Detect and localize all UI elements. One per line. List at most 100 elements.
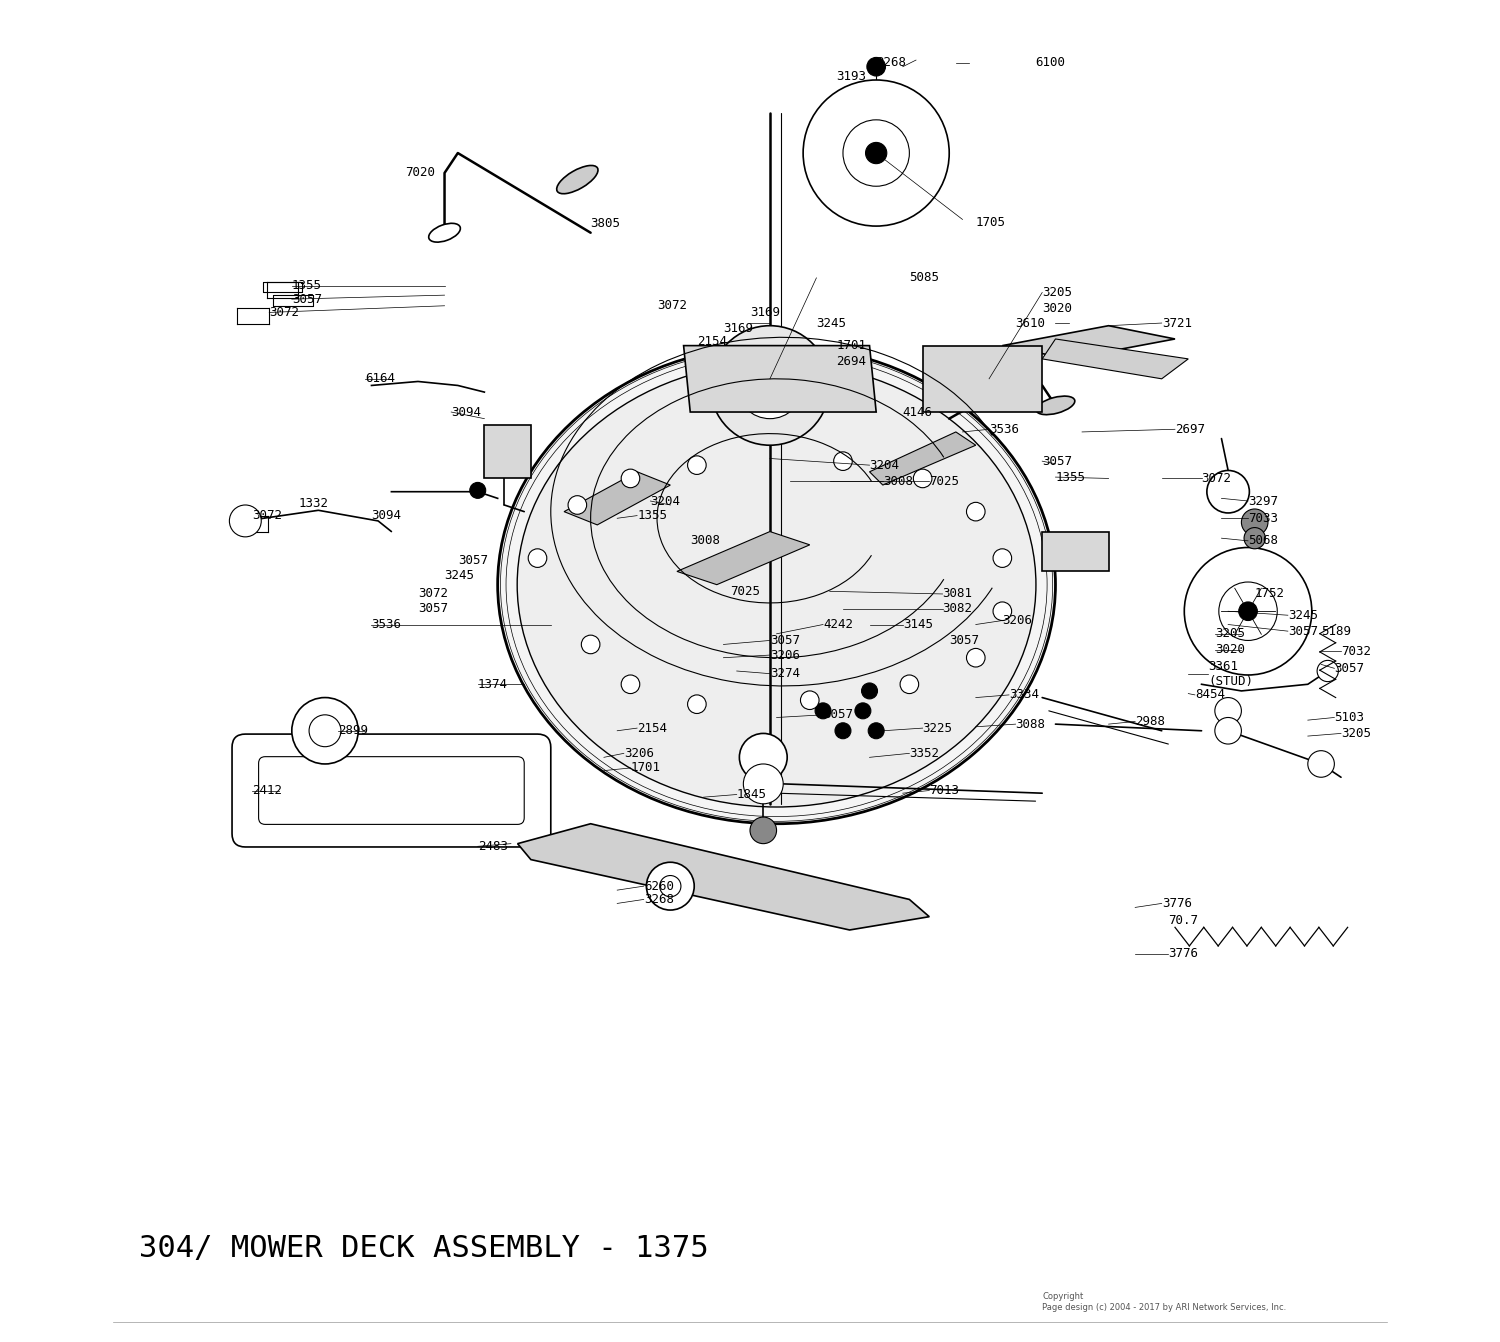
Text: 6164: 6164 [364, 372, 394, 385]
Circle shape [1308, 750, 1335, 777]
Text: 1355: 1355 [638, 509, 668, 522]
Text: 3245: 3245 [444, 569, 474, 582]
Text: 3205: 3205 [1215, 627, 1245, 640]
Text: 3082: 3082 [942, 603, 972, 615]
Text: 3057: 3057 [419, 603, 448, 615]
Text: 3206: 3206 [624, 747, 654, 760]
Text: 1355: 1355 [1056, 471, 1086, 483]
Text: 1355: 1355 [292, 279, 322, 293]
Text: 3057: 3057 [950, 633, 980, 647]
Text: 5103: 5103 [1335, 711, 1365, 723]
Circle shape [750, 817, 777, 844]
Text: 3206: 3206 [770, 648, 800, 662]
Text: 5068: 5068 [1248, 534, 1278, 548]
Circle shape [1239, 603, 1257, 620]
Polygon shape [484, 425, 531, 479]
Circle shape [687, 456, 706, 475]
Text: 7013: 7013 [930, 784, 960, 797]
Text: 3536: 3536 [372, 619, 402, 631]
Circle shape [736, 352, 802, 419]
Text: 3205: 3205 [1341, 727, 1371, 739]
Text: 1701: 1701 [630, 761, 660, 774]
Text: 1701: 1701 [837, 340, 867, 352]
Circle shape [900, 675, 918, 694]
Ellipse shape [1036, 396, 1076, 415]
Text: Copyright
Page design (c) 2004 - 2017 by ARI Network Services, Inc.: Copyright Page design (c) 2004 - 2017 by… [1042, 1292, 1287, 1311]
Ellipse shape [498, 346, 1056, 824]
Circle shape [582, 635, 600, 654]
Circle shape [292, 698, 358, 764]
Circle shape [646, 863, 694, 910]
Polygon shape [684, 346, 876, 412]
Text: 2412: 2412 [252, 784, 282, 797]
Text: 1332: 1332 [298, 497, 328, 510]
Text: 2483: 2483 [477, 840, 507, 852]
Circle shape [861, 683, 877, 699]
Text: 3057: 3057 [458, 554, 488, 568]
Text: 6100: 6100 [1035, 56, 1065, 70]
Text: ARIesTream: ARIesTream [652, 621, 768, 640]
Circle shape [815, 703, 831, 719]
Text: 3081: 3081 [942, 588, 972, 600]
Circle shape [865, 142, 886, 164]
Circle shape [1208, 471, 1249, 513]
Text: 3245: 3245 [816, 317, 846, 330]
Text: 4242: 4242 [824, 619, 854, 631]
Text: 1845: 1845 [736, 788, 766, 801]
Text: 3057: 3057 [292, 293, 322, 306]
Circle shape [993, 603, 1011, 620]
Text: 3805: 3805 [591, 217, 621, 229]
Polygon shape [1002, 326, 1174, 358]
Circle shape [993, 549, 1011, 568]
Ellipse shape [518, 362, 1036, 807]
Text: 3206: 3206 [1002, 615, 1032, 627]
Text: 3020: 3020 [1215, 643, 1245, 656]
Ellipse shape [556, 165, 598, 193]
Circle shape [836, 723, 850, 738]
Text: 3776: 3776 [1161, 896, 1191, 910]
Text: 3204: 3204 [870, 459, 900, 471]
Text: 2988: 2988 [1136, 715, 1166, 727]
Text: 3268: 3268 [876, 56, 906, 70]
Text: 3334: 3334 [1010, 688, 1040, 702]
Text: 3072: 3072 [252, 509, 282, 522]
Text: 3088: 3088 [1016, 718, 1046, 730]
Text: 3225: 3225 [922, 722, 952, 734]
Text: 5189: 5189 [1322, 624, 1352, 637]
Text: 2154: 2154 [638, 722, 668, 734]
Text: 3057: 3057 [1288, 624, 1318, 637]
Text: 3721: 3721 [1161, 317, 1191, 330]
Circle shape [966, 502, 986, 521]
Text: 3057: 3057 [1042, 455, 1072, 467]
Polygon shape [518, 824, 930, 930]
Polygon shape [1042, 340, 1188, 378]
Text: 3020: 3020 [1042, 302, 1072, 315]
Text: 3072: 3072 [657, 299, 687, 313]
Circle shape [621, 470, 640, 487]
Text: 3536: 3536 [988, 423, 1018, 436]
Text: 8454: 8454 [1196, 688, 1225, 702]
Circle shape [1215, 718, 1242, 743]
Circle shape [801, 691, 819, 710]
Polygon shape [922, 346, 1042, 412]
Text: 3169: 3169 [723, 322, 753, 336]
Circle shape [802, 81, 950, 225]
Text: 3072: 3072 [268, 306, 298, 319]
Text: 70.7: 70.7 [1168, 914, 1198, 927]
Circle shape [568, 495, 586, 514]
Circle shape [470, 482, 486, 498]
Text: 3610: 3610 [1016, 317, 1046, 330]
Circle shape [309, 715, 340, 746]
Circle shape [710, 326, 830, 446]
Circle shape [1220, 582, 1278, 640]
Circle shape [744, 764, 783, 804]
Circle shape [1242, 509, 1268, 535]
Text: 6260: 6260 [644, 879, 674, 892]
Polygon shape [564, 472, 670, 525]
Text: 3297: 3297 [1248, 494, 1278, 507]
Circle shape [756, 372, 783, 399]
Text: 3057: 3057 [1335, 662, 1365, 675]
Circle shape [621, 675, 640, 694]
Text: 7032: 7032 [1341, 644, 1371, 658]
Text: 3361
(STUD): 3361 (STUD) [1208, 660, 1252, 687]
